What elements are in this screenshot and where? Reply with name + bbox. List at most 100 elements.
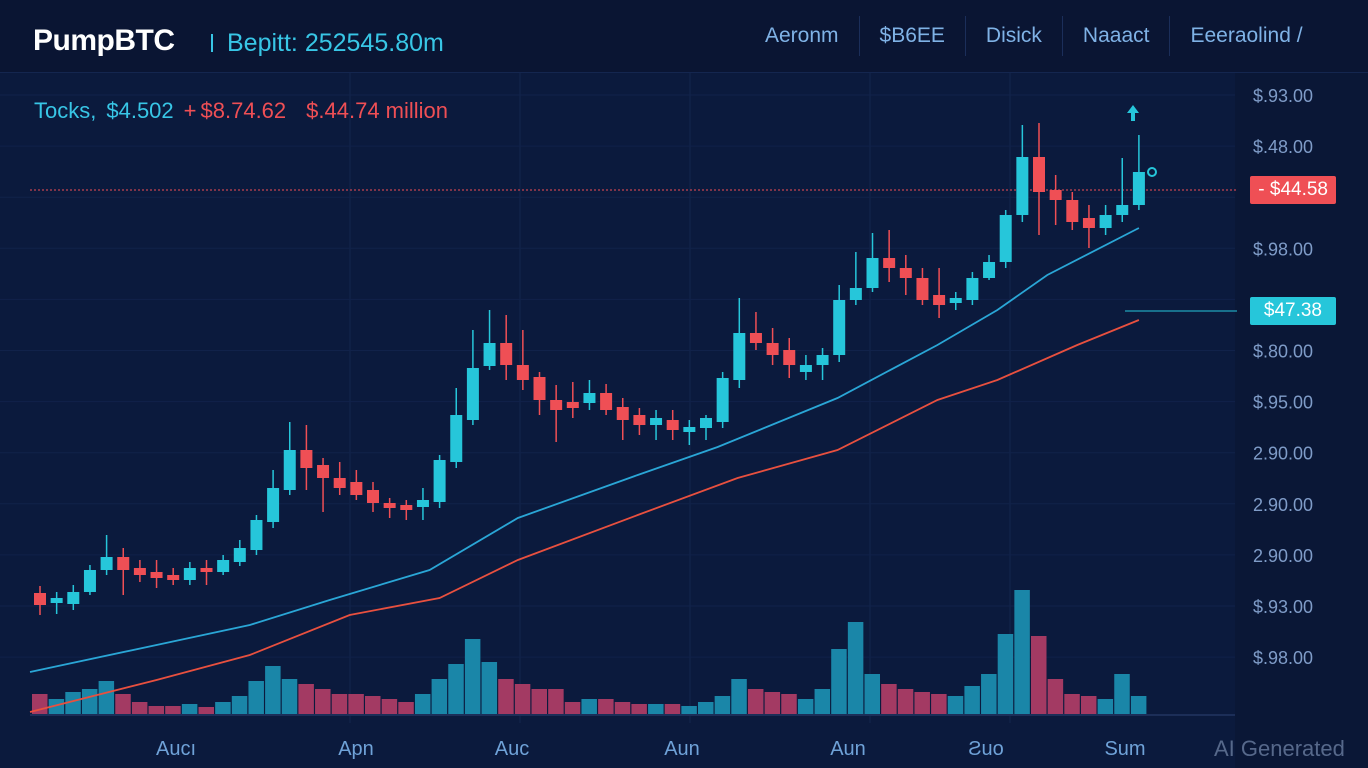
volume-bar [698,702,714,714]
candle-body [1132,172,1145,205]
y-tick-label: 2.90.00 [1253,444,1313,464]
candle-body [1049,190,1062,200]
volume-bar [514,684,531,714]
volume-bar [431,679,448,714]
candle-body [267,488,280,522]
candle-body [217,560,230,572]
volume-bar [947,696,964,714]
volume-bar [681,706,697,714]
candle-body [250,520,263,550]
volume-bar [931,694,947,714]
volume-bar [281,679,298,714]
candle-body [317,465,330,478]
volume-bar [215,702,231,714]
volume-bar [1064,694,1080,714]
volume-bar [1097,699,1114,714]
candle-body [683,427,696,432]
candle-body [500,343,513,365]
candle-body [67,592,80,604]
volume-bar [331,694,348,714]
candle-body [367,490,379,503]
volume-bar [1031,636,1047,714]
volume-bar [881,684,897,714]
candle-body [866,258,879,288]
candle-body [333,478,346,488]
candle-body [200,568,213,572]
watermark: AI Generated [1214,736,1345,761]
volume-bar [864,674,880,714]
volume-bar [81,689,98,714]
plot-background [0,73,1235,768]
volume-bar [548,689,564,714]
nav-item-4[interactable]: Naaact [1061,16,1170,56]
x-tick-label: Aun [664,738,700,760]
candle-body [1066,200,1079,222]
candle-body [616,407,629,420]
x-tick-label: Ƨuo [968,738,1004,760]
y-tick-label: $.93.00 [1253,597,1313,617]
y-tick-label: $.80.00 [1253,342,1313,362]
candle-body [117,557,130,570]
candle-body [100,557,113,570]
volume-bar [231,696,248,714]
candle-body [483,343,496,366]
candle-body [1016,157,1029,215]
nav-item-1[interactable]: Aeronm [765,24,839,47]
candle-body [633,415,646,425]
candle-body [666,420,679,430]
candle-body [1033,157,1045,192]
candle-body [383,503,396,508]
arrow-up-icon [1127,105,1139,121]
candle-body [283,450,296,490]
volume-bar [614,702,631,714]
volume-bar [1114,674,1130,714]
nav-item-2[interactable]: $B6EE [858,16,965,56]
x-tick-label: Sum [1104,738,1145,760]
y-tick-label: $.98.00 [1253,648,1313,668]
y-tick-label: 2.90.00 [1253,495,1313,515]
candle-body [849,288,862,300]
candle-body [1116,205,1129,215]
candlestick-chart[interactable]: $.93.00 $.48.00 $.98.00 $.80.00 $.95.00 2.90.… [0,73,1368,768]
volume-bar [148,706,165,714]
candle-body [899,268,912,278]
candle-body [600,393,613,410]
candle-body [550,400,563,410]
volume-bar [298,684,314,714]
nav-item-3[interactable]: Disick [964,16,1062,56]
candle-body [1082,218,1095,228]
candle-body [34,593,46,605]
volume-bar [781,694,797,714]
candle-body [233,548,246,562]
y-tick-label: 2.90.00 [1253,546,1313,566]
volume-bar [498,679,514,714]
volume-bar [964,686,980,714]
candle-body [133,568,146,575]
x-tick-label: Auc [495,738,529,760]
volume-bar [564,702,581,714]
nav: Aeronm $B6EE Disick Naaact Eeeraolind / [745,0,1323,72]
candle-body [650,418,663,425]
stats-price: $4.502 [106,98,174,123]
moving-average-line [29,227,1140,673]
volume-bar [481,662,498,714]
volume-bar [814,689,831,714]
volume-bar [1014,590,1030,714]
candle-body [416,500,429,507]
candle-body [167,575,180,580]
volume-bar [897,689,914,714]
volume-bar [598,699,614,714]
candle-body [783,350,796,365]
nav-item-5[interactable]: Eeeraolind / [1169,16,1322,56]
y-tick-label: $.95.00 [1253,393,1313,413]
volume-bar [265,666,281,714]
volume-bar [1080,696,1097,714]
volume-bar [248,681,264,714]
x-tick-label: Aun [830,738,866,760]
volume-bar [381,699,398,714]
volume-bar [797,699,814,714]
price-badge-cyan: $47.38 [1249,297,1336,325]
candle-body [466,368,479,420]
candle-body [450,415,463,462]
price-badge-red: - $44.58 [1250,176,1336,204]
